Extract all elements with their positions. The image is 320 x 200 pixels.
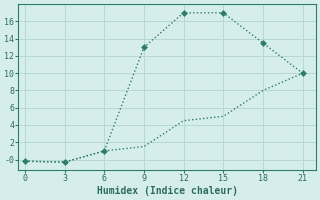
- X-axis label: Humidex (Indice chaleur): Humidex (Indice chaleur): [97, 186, 237, 196]
